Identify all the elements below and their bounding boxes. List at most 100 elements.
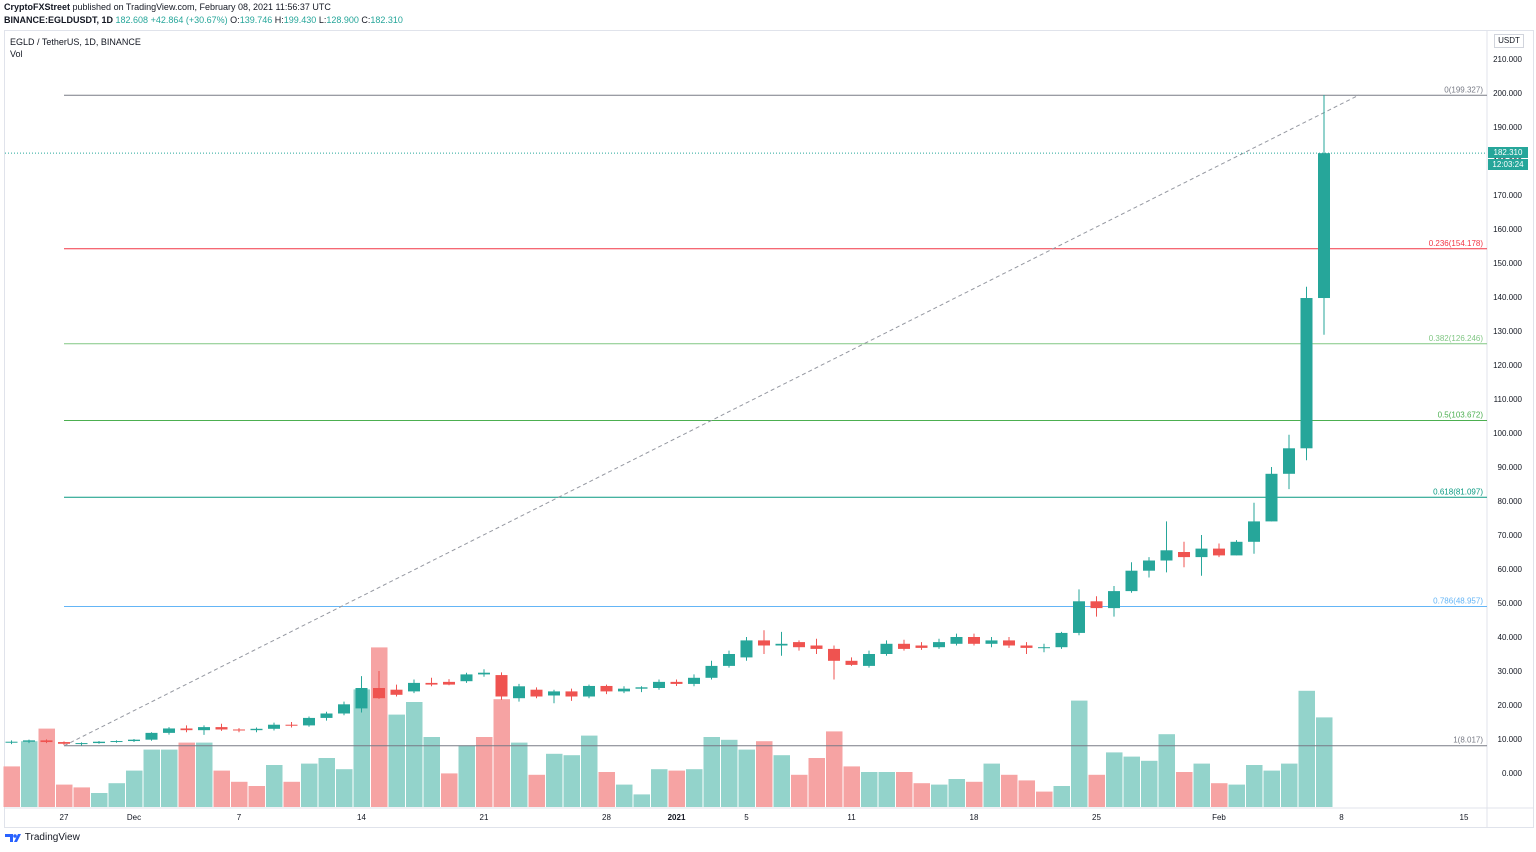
volume-bar	[231, 781, 248, 807]
candle-body	[268, 724, 280, 729]
volume-bar	[423, 737, 440, 807]
publisher-name[interactable]: CryptoFXStreet	[4, 2, 71, 12]
countdown-tag: 12:03:24	[1488, 159, 1528, 170]
fib-level-label: 1(8.017)	[1453, 736, 1483, 745]
candle-body	[5, 741, 18, 743]
volume-bar	[1228, 784, 1245, 807]
volume-bar	[1281, 763, 1298, 807]
volume-bar	[336, 769, 353, 807]
candle-body	[145, 732, 158, 740]
price-tick-label: 170.000	[1493, 191, 1522, 200]
volume-bar	[581, 735, 598, 807]
candle-body	[75, 743, 88, 745]
candle-body	[1143, 560, 1155, 571]
volume-bar	[966, 781, 983, 807]
candle-body	[408, 682, 420, 692]
volume-bar	[1176, 772, 1193, 807]
volume-bar	[1158, 734, 1175, 807]
volume-bar	[1263, 770, 1280, 807]
volume-bar	[878, 772, 895, 807]
volume-bar	[931, 784, 948, 807]
candle-body	[1108, 591, 1120, 609]
volume-bar	[686, 769, 703, 807]
candle-body	[495, 675, 508, 697]
volume-bar	[1193, 763, 1210, 807]
volume-bar	[56, 784, 73, 807]
volume-bar	[563, 755, 580, 807]
fib-level-label: 0.5(103.672)	[1438, 411, 1484, 420]
price-tick-label: 200.000	[1493, 89, 1522, 98]
candle-body	[198, 727, 210, 731]
price-tick-label: 90.000	[1498, 463, 1523, 472]
candle-body	[250, 728, 263, 731]
volume-bar	[1123, 756, 1140, 807]
candle-body	[810, 645, 823, 649]
volume-bar	[721, 739, 738, 807]
time-tick-label: 28	[602, 813, 611, 822]
volume-bar	[476, 737, 493, 807]
price-tick-label: 110.000	[1494, 395, 1523, 404]
volume-bar	[668, 770, 685, 807]
volume-bar	[91, 793, 108, 807]
tradingview-brand[interactable]: TradingView	[24, 832, 80, 843]
candle-body	[1230, 541, 1243, 556]
candle-body	[635, 687, 648, 689]
candle-body	[460, 674, 473, 682]
candle-body	[478, 672, 490, 675]
time-tick-label: 27	[60, 813, 69, 822]
fib-level-label: 0.382(126.246)	[1429, 334, 1484, 343]
volume-bar	[178, 742, 195, 807]
symbol-line: BINANCE:EGLDUSDT, 1D	[4, 15, 114, 25]
candle-body	[128, 739, 140, 742]
volume-bar	[73, 787, 90, 807]
candle-body	[215, 727, 228, 730]
volume-bar	[913, 783, 930, 807]
volume-bar	[773, 755, 790, 807]
volume-bar	[3, 766, 20, 807]
price-tick-label: 70.000	[1498, 531, 1523, 540]
change-value: +42.864 (+30.67%)	[150, 15, 228, 25]
candle-body	[513, 686, 525, 699]
price-tick-label: 140.000	[1493, 293, 1522, 302]
candle-body	[285, 724, 298, 726]
legend-title: EGLD / TetherUS, 1D, BINANCE	[10, 37, 141, 47]
price-tick-label: 50.000	[1498, 599, 1523, 608]
candle-body	[793, 642, 805, 648]
volume-bar	[161, 749, 178, 807]
volume-bar	[38, 728, 55, 807]
currency-unit-button[interactable]: USDT	[1494, 34, 1524, 48]
ohlc-line: BINANCE:EGLDUSDT, 1D 182.608 +42.864 (+3…	[4, 15, 403, 25]
candle-body	[898, 643, 910, 649]
candle-body	[180, 728, 193, 731]
time-tick-label: 21	[480, 813, 489, 822]
price-tick-label: 20.000	[1498, 701, 1523, 710]
candle-body	[1125, 570, 1138, 592]
candle-body	[740, 640, 753, 658]
candle-body	[548, 691, 560, 696]
candle-body	[1195, 548, 1208, 558]
candle-body	[1248, 521, 1260, 542]
candle-body	[1213, 548, 1225, 556]
candle-body	[968, 637, 980, 644]
legend-indicator[interactable]: Vol	[10, 49, 23, 59]
volume-bar	[808, 758, 825, 807]
time-tick-label: 11	[847, 813, 856, 822]
volume-bar	[213, 770, 230, 807]
volume-bar	[1106, 752, 1123, 807]
price-tick-label: 40.000	[1498, 633, 1523, 642]
chart-area[interactable]	[4, 30, 1534, 828]
candle-body	[338, 704, 350, 714]
price-tick-label: 130.000	[1493, 327, 1522, 336]
volume-bar	[21, 741, 38, 807]
volume-bar	[528, 774, 545, 807]
price-tick-label: 120.000	[1493, 361, 1522, 370]
footer: TradingView	[4, 832, 80, 850]
volume-bar	[108, 783, 125, 807]
tradingview-logo-icon	[4, 833, 22, 843]
low-value: 128.900	[326, 15, 359, 25]
time-tick-label: Feb	[1212, 813, 1226, 822]
price-tick-label: 160.000	[1493, 225, 1522, 234]
candle-body	[705, 665, 718, 678]
candle-body	[163, 728, 175, 733]
